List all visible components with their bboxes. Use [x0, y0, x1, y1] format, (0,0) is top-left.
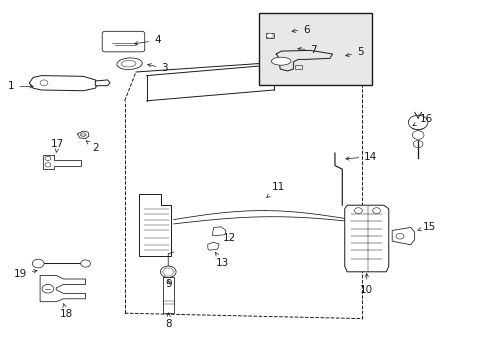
Bar — [163, 277, 173, 313]
Circle shape — [407, 115, 427, 130]
Circle shape — [81, 133, 85, 136]
Polygon shape — [139, 194, 171, 256]
Text: 6: 6 — [291, 24, 309, 35]
Bar — [295, 65, 302, 69]
Polygon shape — [40, 275, 85, 302]
Text: 9: 9 — [165, 279, 172, 289]
Polygon shape — [29, 76, 98, 91]
Bar — [259, 13, 371, 85]
FancyBboxPatch shape — [102, 31, 144, 52]
Ellipse shape — [271, 57, 290, 65]
Circle shape — [409, 118, 425, 130]
Polygon shape — [43, 155, 81, 169]
Polygon shape — [391, 228, 414, 245]
Text: 2: 2 — [86, 141, 99, 153]
Circle shape — [412, 140, 422, 148]
Circle shape — [45, 156, 51, 161]
Polygon shape — [212, 227, 225, 236]
Text: 3: 3 — [147, 63, 168, 73]
Circle shape — [266, 33, 273, 38]
Text: 19: 19 — [14, 269, 37, 279]
Text: 15: 15 — [417, 222, 435, 232]
Ellipse shape — [117, 58, 142, 69]
Text: 16: 16 — [412, 114, 432, 126]
Circle shape — [40, 80, 48, 86]
Circle shape — [45, 163, 51, 167]
Text: 14: 14 — [345, 152, 377, 162]
Polygon shape — [344, 205, 388, 272]
Ellipse shape — [121, 60, 136, 67]
Bar — [265, 33, 274, 38]
Circle shape — [81, 260, 90, 267]
Text: 1: 1 — [8, 81, 33, 91]
Circle shape — [411, 131, 423, 139]
Polygon shape — [77, 131, 89, 139]
Polygon shape — [95, 80, 110, 86]
Text: 11: 11 — [266, 182, 285, 198]
Circle shape — [354, 208, 362, 213]
Circle shape — [395, 233, 403, 239]
Polygon shape — [207, 242, 219, 250]
Text: 8: 8 — [165, 313, 172, 329]
Text: 10: 10 — [360, 274, 372, 295]
Text: 5: 5 — [345, 47, 363, 57]
Text: 12: 12 — [220, 229, 236, 243]
Text: 18: 18 — [59, 303, 73, 319]
Circle shape — [160, 266, 176, 278]
Text: 17: 17 — [51, 139, 64, 152]
Circle shape — [372, 208, 380, 213]
Text: 4: 4 — [134, 35, 161, 45]
Text: 7: 7 — [297, 45, 317, 55]
Circle shape — [42, 284, 54, 293]
Circle shape — [32, 259, 44, 268]
Text: 13: 13 — [215, 252, 229, 268]
